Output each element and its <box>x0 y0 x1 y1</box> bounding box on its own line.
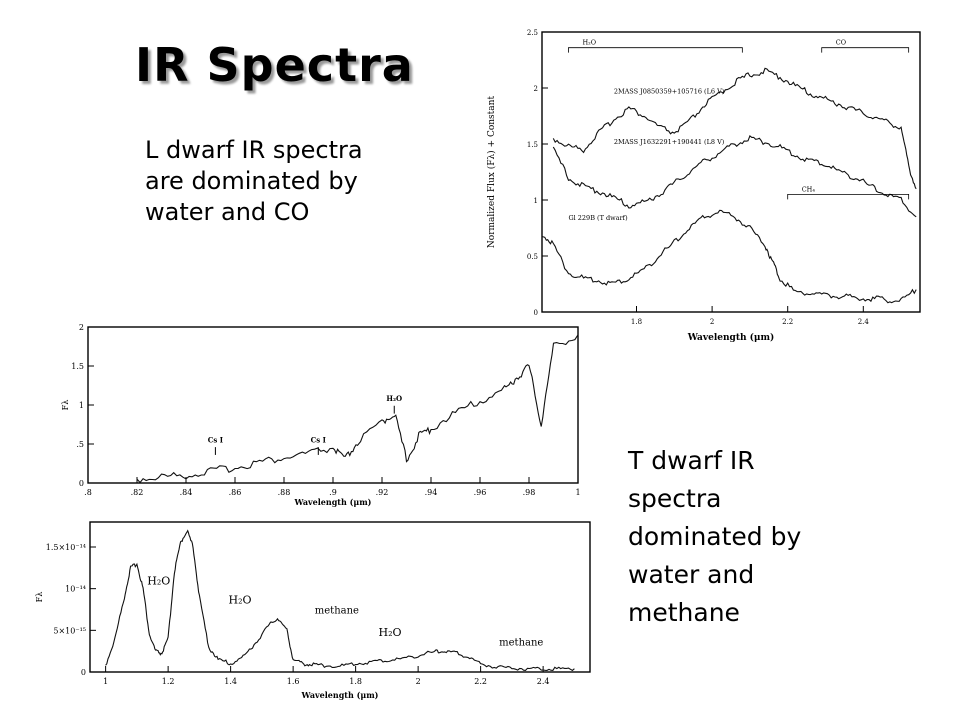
x-tick-label: 1.4 <box>224 677 237 686</box>
x-tick-label: .8 <box>84 488 92 497</box>
y-tick-label: 2 <box>534 85 538 93</box>
series-label: 2MASS J1632291+190441 (L8 V) <box>614 138 725 146</box>
x-tick-label: .94 <box>425 488 438 497</box>
t-dwarf-description: T dwarf IR spectra dominated by water an… <box>628 442 948 632</box>
spectrum-line-1 <box>136 334 579 484</box>
feature-label: H₂O <box>147 575 170 588</box>
y-axis-label: Fλ <box>61 400 70 411</box>
y-tick-label: 2 <box>79 323 84 332</box>
plot-frame <box>87 326 579 484</box>
l-dwarf-line: water and CO <box>145 198 310 226</box>
x-tick-label: 1 <box>103 677 108 686</box>
t-dwarf-line: T dwarf IR <box>628 446 755 475</box>
l-dwarf-line: L dwarf IR spectra <box>145 136 363 164</box>
x-tick-label: 2 <box>710 318 714 326</box>
x-tick-label: .82 <box>131 488 144 497</box>
y-tick-label: 1.5 <box>527 141 538 149</box>
y-tick-label: 0.5 <box>527 253 538 261</box>
y-tick-label: .5 <box>76 440 84 449</box>
t-dwarf-line: methane <box>628 598 740 627</box>
band-bracket <box>568 47 743 53</box>
line-label: Cs I <box>311 435 326 444</box>
x-tick-label: .98 <box>523 488 536 497</box>
x-tick-label: 1.2 <box>162 677 175 686</box>
spectrum-line-2 <box>552 135 917 218</box>
x-tick-label: .88 <box>278 488 291 497</box>
t-dwarf-line: dominated by <box>628 522 802 551</box>
y-tick-label: 2.5 <box>527 29 538 37</box>
x-axis-label: Wavelength (μm) <box>294 497 372 507</box>
x-tick-label: .86 <box>229 488 242 497</box>
feature-label: methane <box>499 637 543 648</box>
y-tick-label: 1 <box>79 401 84 410</box>
y-tick-label: 1.5 <box>71 362 84 371</box>
slide-title: IR Spectra <box>135 38 414 92</box>
x-axis-label: Wavelength (μm) <box>687 332 775 343</box>
x-tick-label: 1.8 <box>631 318 642 326</box>
band-bracket <box>821 47 910 53</box>
l-dwarf-description: L dwarf IR spectra are dominated by wate… <box>145 135 445 228</box>
y-axis-label: Normalized Flux (Fλ) + Constant <box>486 96 497 249</box>
y-tick-label: 0 <box>534 309 538 317</box>
y-axis-label: Fλ <box>35 592 44 603</box>
feature-label: methane <box>315 606 359 617</box>
series-label: 2MASS J0850359+105716 (L6 V) <box>614 88 725 96</box>
y-tick-label: 0 <box>79 479 84 488</box>
optical-spectrum-chart: .8 .82 .84 .86 .88 .9 .92 .94 .96 .98 1 0 .5 1 1.5 2 Wav… <box>61 323 581 507</box>
y-tick-label: 1 <box>534 197 538 205</box>
l-dwarf-line: are dominated by <box>145 167 358 195</box>
y-tick-label: 0 <box>81 668 86 677</box>
plot-frame <box>89 521 591 673</box>
band-bracket <box>787 193 910 200</box>
x-tick-label: 2.4 <box>537 677 550 686</box>
y-tick-label: 5×10⁻¹⁵ <box>53 626 86 635</box>
x-tick-label: 1 <box>575 488 580 497</box>
x-tick-label: .9 <box>329 488 337 497</box>
line-label: Cs I <box>208 435 223 444</box>
x-tick-label: 2.4 <box>858 318 870 326</box>
band-label: CO <box>836 39 846 47</box>
feature-label: H₂O <box>378 626 401 639</box>
x-tick-label: 2.2 <box>474 677 487 686</box>
x-axis-label: Wavelength (μm) <box>301 690 379 700</box>
y-tick-label: 10⁻¹⁴ <box>65 585 86 594</box>
x-tick-label: 2 <box>416 677 421 686</box>
t-dwarf-line: spectra <box>628 484 722 513</box>
series-label: Gl 229B (T dwarf) <box>568 214 628 222</box>
spectrum-line-3 <box>541 209 917 304</box>
spectrum-line-1 <box>552 67 917 190</box>
l-dwarf-spectra-chart: 1.8 2 2.2 2.4 0 0.5 1 1.5 2 2.5 Wavelength (μm) Nor… <box>486 29 921 343</box>
band-label: CH₄ <box>802 185 816 193</box>
spectrum-line-1 <box>105 529 575 672</box>
plot-frame <box>541 31 921 313</box>
x-tick-label: 1.6 <box>287 677 300 686</box>
t-dwarf-line: water and <box>628 560 755 589</box>
y-tick-label: 1.5×10⁻¹⁴ <box>46 543 86 552</box>
t-dwarf-spectrum-chart: 1 1.2 1.4 1.6 1.8 2 2.2 2.4 0 5×10⁻¹⁵ 10⁻¹⁴ 1.5×10⁻… <box>35 521 591 700</box>
x-tick-label: .96 <box>474 488 487 497</box>
line-label: H₂O <box>386 394 402 403</box>
x-tick-label: 1.8 <box>349 677 362 686</box>
x-tick-label: .84 <box>180 488 193 497</box>
feature-label: H₂O <box>228 594 251 607</box>
x-tick-label: .92 <box>376 488 389 497</box>
x-tick-label: 2.2 <box>782 318 793 326</box>
band-label: H₂O <box>582 39 596 47</box>
